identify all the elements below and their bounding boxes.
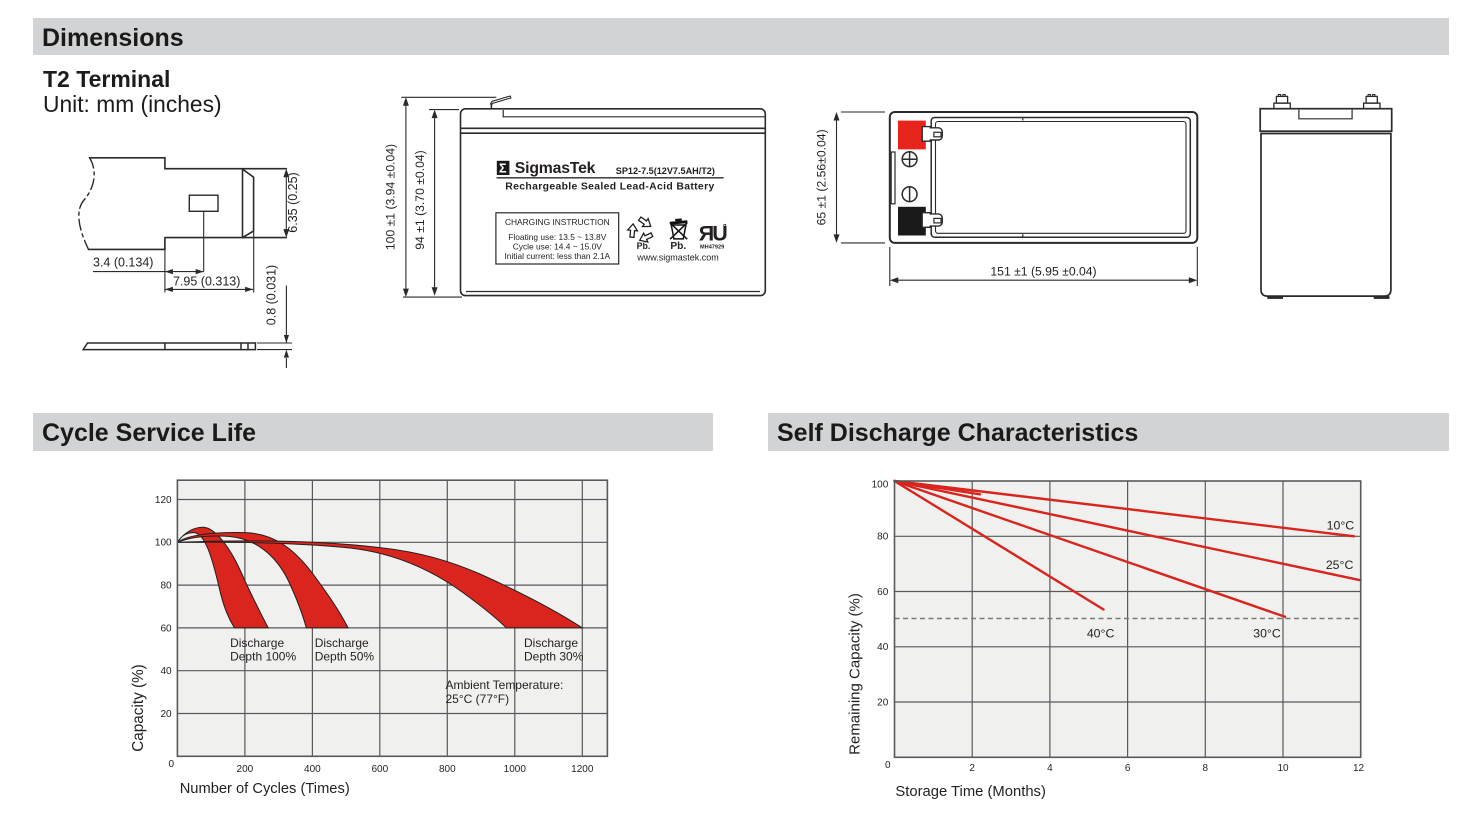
svg-text:40°C: 40°C: [1087, 627, 1115, 641]
svg-text:600: 600: [371, 764, 388, 775]
svg-text:Capacity (%): Capacity (%): [130, 664, 147, 752]
svg-text:Depth 30%: Depth 30%: [524, 649, 584, 663]
svg-text:3.4 (0.134): 3.4 (0.134): [93, 255, 153, 269]
svg-text:SP12-7.5(12V7.5AH/T2): SP12-7.5(12V7.5AH/T2): [616, 166, 715, 176]
svg-text:Σ: Σ: [499, 162, 507, 176]
svg-text:www.sigmastek.com: www.sigmastek.com: [636, 253, 719, 263]
svg-text:25°C: 25°C: [1326, 558, 1354, 572]
svg-text:60: 60: [877, 587, 889, 598]
svg-text:2: 2: [969, 763, 975, 774]
svg-text:Depth 100%: Depth 100%: [230, 649, 296, 663]
svg-text:8: 8: [1203, 763, 1209, 774]
svg-text:1200: 1200: [571, 764, 594, 775]
svg-text:MH47929: MH47929: [700, 244, 724, 250]
svg-text:40: 40: [160, 666, 172, 677]
svg-text:Pb.: Pb.: [670, 241, 686, 252]
svg-text:30°C: 30°C: [1253, 627, 1281, 641]
svg-text:SigmasTek: SigmasTek: [515, 160, 596, 177]
svg-text:80: 80: [160, 581, 172, 592]
svg-text:ЯU: ЯU: [699, 221, 727, 245]
svg-text:0.8 (0.031): 0.8 (0.031): [265, 265, 279, 325]
svg-text:Ambient Temperature:: Ambient Temperature:: [446, 678, 564, 692]
svg-text:100: 100: [872, 479, 889, 490]
svg-text:10°C: 10°C: [1327, 519, 1355, 533]
svg-text:Discharge: Discharge: [524, 636, 578, 650]
svg-text:6.35 (0.25): 6.35 (0.25): [286, 172, 300, 232]
svg-text:Number of Cycles (Times): Number of Cycles (Times): [180, 781, 350, 797]
svg-text:Cycle use: 14.4 ~ 15.0V: Cycle use: 14.4 ~ 15.0V: [513, 242, 603, 252]
svg-text:Initial current: less than 2.1: Initial current: less than 2.1A: [504, 251, 610, 261]
svg-text:100: 100: [155, 538, 172, 549]
svg-text:0: 0: [168, 759, 174, 770]
svg-text:400: 400: [304, 764, 321, 775]
svg-text:94 ±1 (3.70 ±0.04): 94 ±1 (3.70 ±0.04): [413, 150, 427, 249]
svg-text:Remaining Capacity (%): Remaining Capacity (%): [847, 593, 864, 755]
svg-text:Pb.: Pb.: [637, 241, 651, 251]
svg-text:0: 0: [885, 760, 891, 771]
svg-text:200: 200: [237, 764, 254, 775]
svg-text:Discharge: Discharge: [230, 636, 284, 650]
svg-text:Storage Time (Months): Storage Time (Months): [895, 784, 1046, 800]
svg-text:7.95 (0.313): 7.95 (0.313): [173, 275, 240, 289]
svg-text:6: 6: [1125, 763, 1131, 774]
svg-text:65 ±1 (2.56±0.04): 65 ±1 (2.56±0.04): [815, 129, 829, 225]
svg-text:20: 20: [160, 709, 172, 720]
svg-text:12: 12: [1353, 763, 1365, 774]
svg-text:Depth 50%: Depth 50%: [315, 649, 375, 663]
svg-text:800: 800: [439, 764, 456, 775]
svg-text:80: 80: [877, 532, 889, 543]
svg-text:20: 20: [877, 697, 889, 708]
svg-text:Rechargeable Sealed Lead-Acid: Rechargeable Sealed Lead-Acid Battery: [505, 182, 714, 193]
svg-text:4: 4: [1047, 763, 1053, 774]
svg-text:40: 40: [877, 642, 889, 653]
svg-text:120: 120: [155, 495, 172, 506]
svg-text:100 ±1 (3.94 ±0.04): 100 ±1 (3.94 ±0.04): [384, 144, 398, 250]
svg-text:60: 60: [160, 623, 172, 634]
svg-text:Floating use: 13.5 ~ 13.8V: Floating use: 13.5 ~ 13.8V: [508, 232, 606, 242]
svg-text:CHARGING INSTRUCTION: CHARGING INSTRUCTION: [505, 217, 610, 227]
svg-text:1000: 1000: [504, 764, 527, 775]
svg-text:151 ±1 (5.95 ±0.04): 151 ±1 (5.95 ±0.04): [990, 265, 1096, 279]
svg-text:10: 10: [1277, 763, 1289, 774]
svg-text:Discharge: Discharge: [315, 636, 369, 650]
svg-text:25°C (77°F): 25°C (77°F): [446, 692, 510, 706]
